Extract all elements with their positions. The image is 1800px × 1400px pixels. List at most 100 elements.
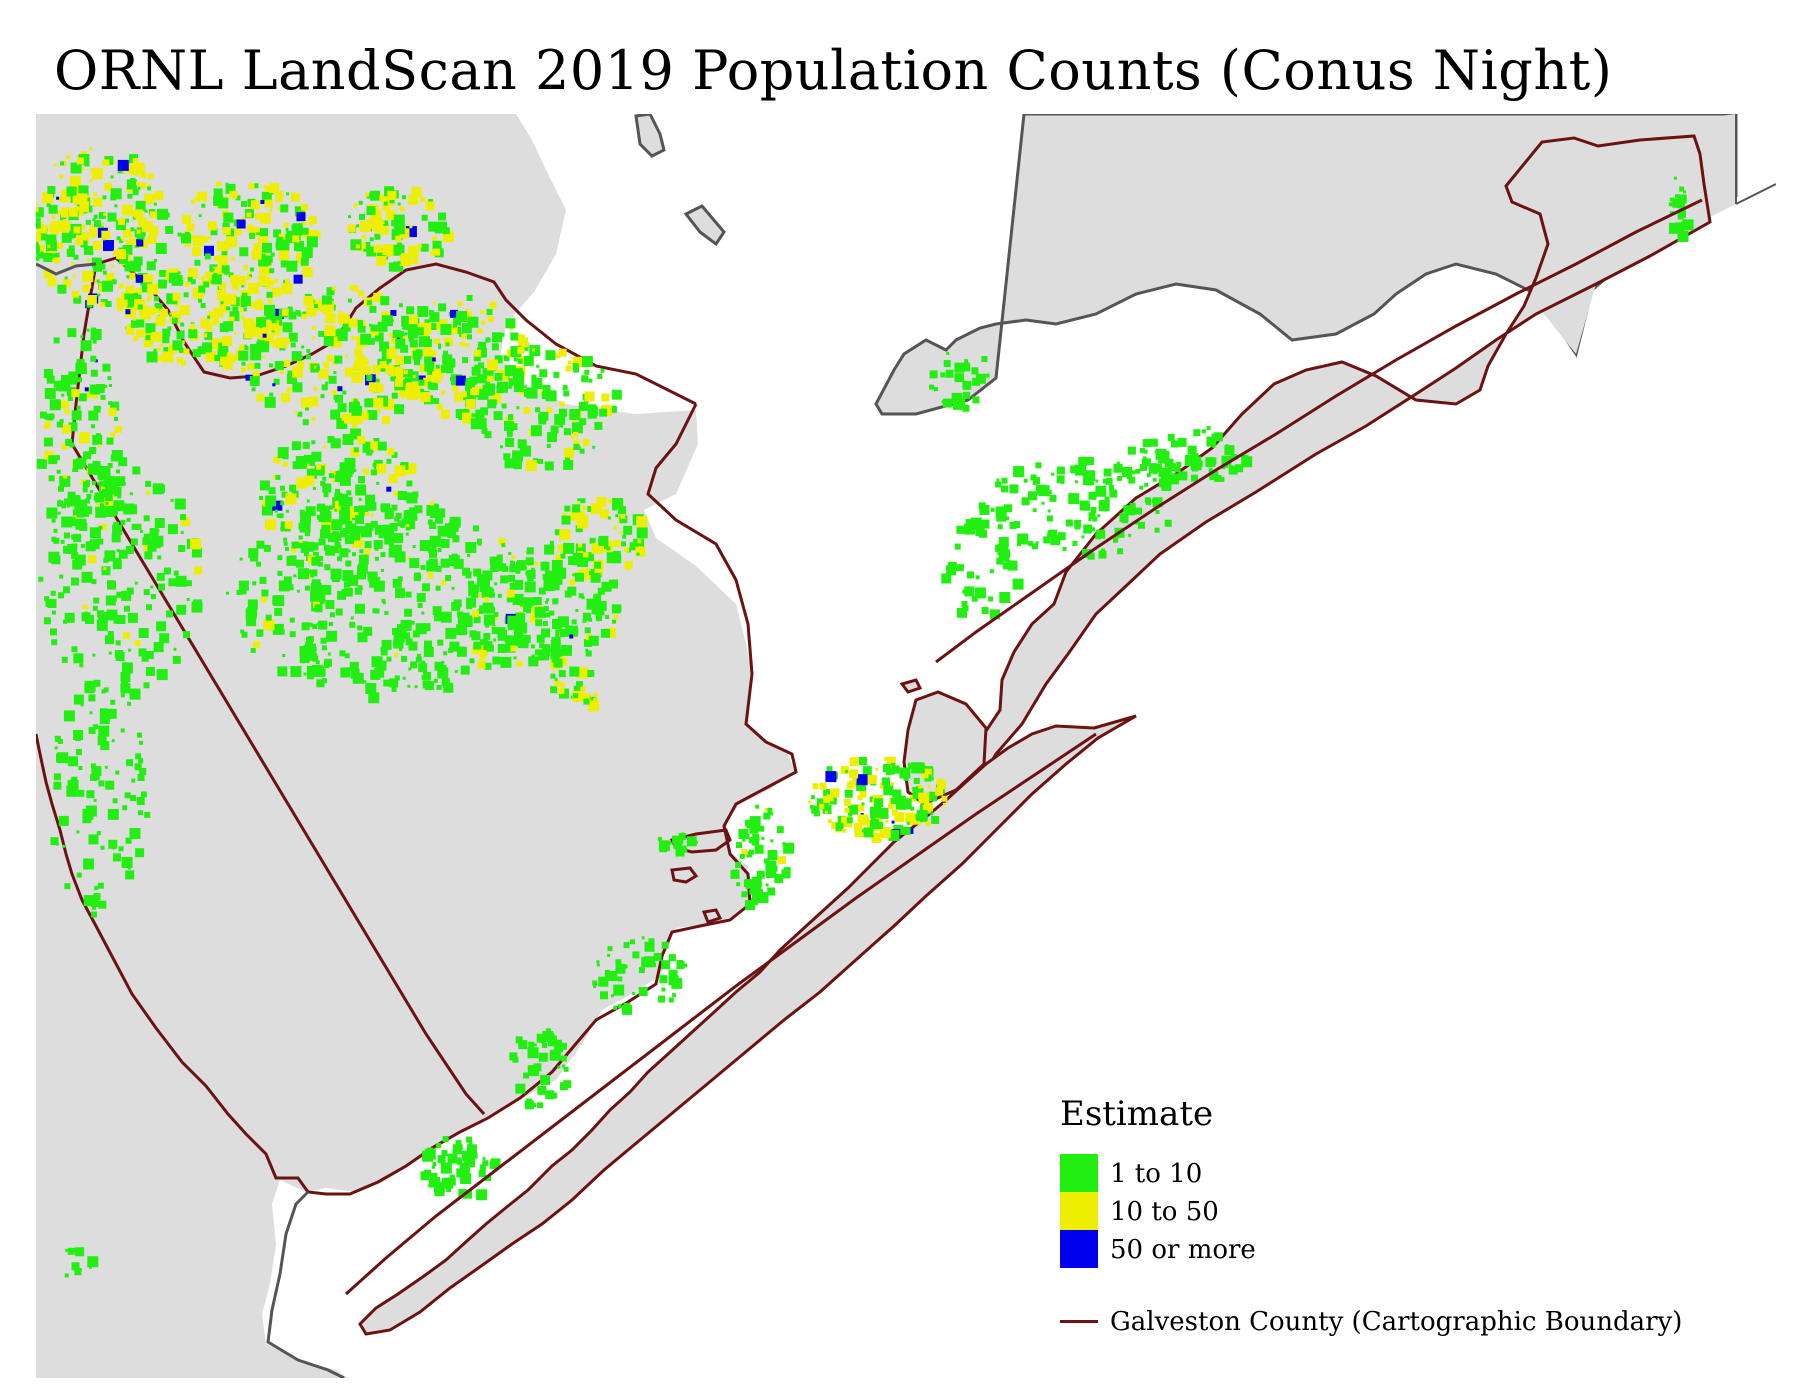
population-cell (362, 441, 374, 453)
population-cell (442, 1177, 454, 1189)
population-cell (374, 556, 379, 561)
population-cell (466, 603, 473, 610)
population-cell (298, 355, 303, 359)
population-cell (1049, 494, 1057, 502)
population-cell (941, 400, 945, 404)
population-cell (183, 348, 190, 355)
population-cell (1190, 459, 1202, 471)
population-cell (178, 545, 186, 552)
population-cell (879, 782, 886, 789)
population-cell (495, 616, 499, 620)
population-cell (318, 556, 324, 561)
population-cell (122, 169, 126, 173)
population-cell (427, 369, 433, 375)
population-cell (429, 501, 434, 506)
population-cell (517, 642, 524, 649)
population-cell (1677, 231, 1689, 242)
population-cell (64, 883, 71, 890)
population-cell (393, 491, 399, 497)
population-cell (482, 602, 494, 614)
population-cell (158, 279, 167, 289)
population-cell (125, 837, 132, 844)
population-cell (385, 210, 396, 221)
population-cell (283, 360, 291, 367)
population-cell (95, 384, 105, 393)
population-cell (835, 822, 844, 831)
population-cell (117, 159, 129, 171)
population-cell (569, 634, 574, 639)
population-cell (58, 815, 69, 826)
population-cell (751, 898, 758, 905)
population-cell (131, 319, 139, 328)
population-cell (364, 541, 372, 549)
population-cell (440, 558, 450, 568)
population-cell (1184, 455, 1196, 466)
population-cell (500, 656, 512, 668)
population-cell (510, 618, 515, 623)
population-cell (587, 670, 595, 677)
population-cell (1143, 449, 1148, 454)
population-cell (83, 245, 93, 255)
map-svg[interactable] (36, 114, 1776, 1378)
population-cell (193, 599, 203, 609)
population-cell (51, 555, 61, 565)
population-cell (859, 757, 867, 765)
population-cell (567, 360, 572, 365)
population-cell (534, 606, 546, 618)
population-cell (222, 359, 233, 370)
population-cell (318, 330, 325, 337)
population-cell (283, 541, 288, 546)
population-cell (764, 858, 769, 864)
population-cell (484, 602, 488, 606)
population-cell (395, 379, 403, 387)
population-cell (588, 700, 599, 712)
population-cell (62, 424, 71, 434)
population-cell (140, 310, 150, 320)
population-cell (183, 631, 190, 639)
population-cell (980, 519, 990, 529)
population-cell (450, 309, 459, 318)
population-cell (362, 235, 367, 239)
population-cell (593, 593, 602, 602)
population-cell (337, 556, 343, 562)
population-cell (393, 533, 404, 544)
population-cell (1206, 436, 1217, 447)
population-cell (162, 328, 171, 337)
population-cell (108, 839, 118, 849)
population-cell (76, 499, 83, 506)
population-cell (946, 352, 950, 355)
population-cell (344, 457, 356, 469)
population-cell (577, 445, 581, 449)
population-cell (89, 384, 100, 395)
population-cell (240, 295, 251, 306)
population-cell (638, 967, 645, 974)
population-cell (484, 431, 492, 439)
population-cell (198, 285, 206, 293)
population-cell (576, 667, 588, 678)
population-cell (924, 802, 933, 812)
population-cell (536, 364, 540, 368)
population-cell (303, 296, 314, 306)
population-cell (761, 836, 765, 840)
population-cell (254, 213, 261, 220)
population-cell (210, 228, 218, 236)
population-cell (946, 565, 957, 576)
population-cell (479, 581, 490, 592)
population-cell (113, 250, 119, 256)
population-cell (1677, 213, 1684, 220)
population-cell (604, 545, 608, 550)
population-cell (213, 195, 224, 206)
population-cell (87, 1256, 99, 1268)
population-cell (384, 513, 391, 520)
population-cell (436, 404, 443, 411)
population-cell (86, 295, 97, 305)
population-cell (63, 710, 75, 722)
population-cell (955, 568, 959, 572)
population-cell (623, 964, 628, 969)
population-cell (622, 1004, 632, 1015)
population-cell (523, 1072, 530, 1079)
population-cell (120, 299, 128, 307)
population-cell (72, 274, 76, 278)
population-cell (870, 816, 879, 824)
map-canvas[interactable] (36, 114, 1776, 1378)
